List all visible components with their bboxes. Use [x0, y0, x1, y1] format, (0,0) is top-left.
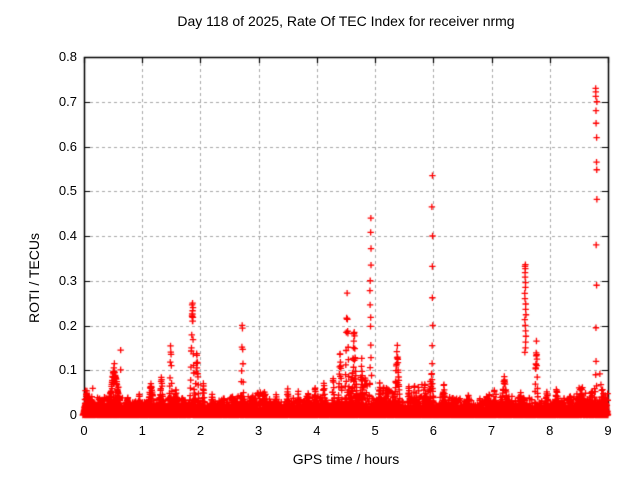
- x-tick-label: 3: [255, 423, 263, 438]
- y-tick-label: 0.2: [58, 317, 77, 333]
- x-tick-label: 2: [196, 423, 205, 438]
- x-tick-label: 0: [80, 423, 88, 438]
- y-tick-label: 0.7: [58, 93, 77, 109]
- x-tick-label: 9: [604, 423, 612, 438]
- x-tick-label: 4: [313, 423, 321, 438]
- x-tick-label: 7: [487, 423, 496, 438]
- x-tick-label: 5: [371, 423, 379, 438]
- y-axis-label: ROTI / TECUs: [26, 233, 42, 323]
- chart-title: Day 118 of 2025, Rate Of TEC Index for r…: [177, 13, 515, 29]
- x-tick-label: 6: [429, 423, 437, 438]
- y-tick-label: 0.8: [58, 49, 77, 64]
- y-tick-label: 0: [69, 407, 77, 422]
- y-tick-label: 0.4: [58, 228, 77, 243]
- x-tick-label: 8: [546, 423, 554, 438]
- y-tick-label: 0.3: [58, 272, 77, 288]
- y-tick-label: 0.5: [58, 183, 77, 199]
- y-tick-label: 0.6: [58, 138, 77, 154]
- x-axis-label: GPS time / hours: [292, 451, 400, 467]
- y-tick-label: 0.1: [58, 362, 77, 378]
- x-tick-label: 1: [138, 423, 146, 438]
